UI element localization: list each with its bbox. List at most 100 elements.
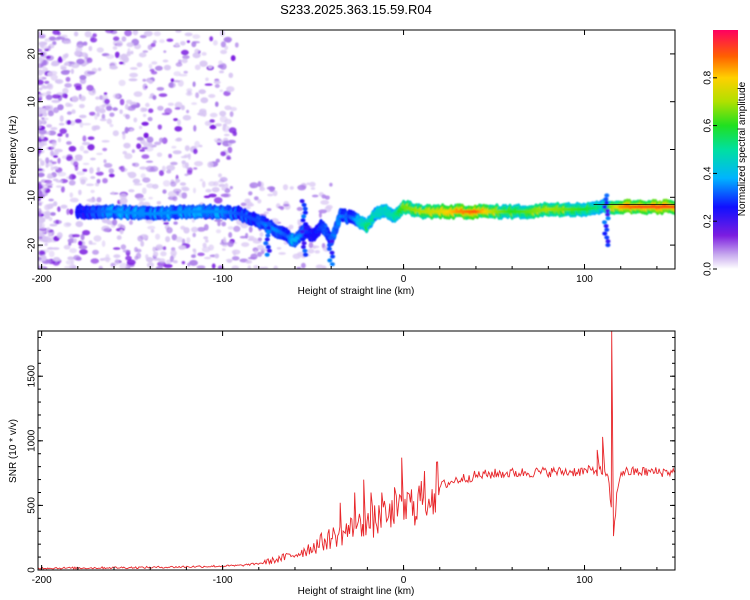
snr-y-label: SNR (10 * v/v) xyxy=(8,419,19,483)
noise-speckle xyxy=(220,49,228,55)
noise-speckle xyxy=(248,191,253,196)
noise-speckle xyxy=(247,235,255,239)
noise-speckle xyxy=(86,84,94,92)
noise-speckle xyxy=(38,226,45,230)
noise-speckle xyxy=(145,254,149,260)
noise-speckle xyxy=(152,246,156,252)
noise-speckle xyxy=(142,113,147,118)
noise-speckle xyxy=(184,145,190,152)
noise-speckle xyxy=(214,140,224,143)
colorbar-tick-label: 0.2 xyxy=(703,214,714,228)
noise-speckle xyxy=(79,121,84,128)
noise-speckle xyxy=(90,157,96,161)
ridge-core xyxy=(368,218,374,222)
noise-speckle xyxy=(139,34,147,39)
noise-speckle xyxy=(83,150,89,154)
noise-speckle xyxy=(170,249,177,257)
noise-speckle xyxy=(142,177,151,183)
noise-speckle xyxy=(103,159,107,164)
noise-speckle xyxy=(192,232,196,238)
noise-speckle xyxy=(306,248,315,254)
y-tick-label: 1000 xyxy=(27,429,38,452)
noise-speckle xyxy=(105,54,115,59)
noise-speckle xyxy=(47,71,53,77)
noise-speckle xyxy=(59,128,67,135)
noise-speckle xyxy=(138,125,143,130)
noise-speckle xyxy=(125,265,130,269)
noise-speckle xyxy=(186,237,191,244)
noise-speckle xyxy=(146,136,154,143)
noise-speckle xyxy=(315,264,324,269)
noise-speckle xyxy=(139,149,146,152)
ridge-smudge xyxy=(300,237,306,242)
noise-speckle xyxy=(242,206,251,210)
noise-speckle xyxy=(126,42,134,48)
noise-speckle xyxy=(112,219,118,226)
noise-speckle xyxy=(197,112,202,116)
noise-speckle xyxy=(60,204,68,209)
noise-speckle xyxy=(55,180,63,183)
colorbar-tick-label: 0.0 xyxy=(703,262,714,276)
noise-speckle xyxy=(159,39,165,44)
noise-speckle xyxy=(170,181,177,187)
noise-speckle xyxy=(186,40,190,43)
noise-speckle xyxy=(62,87,69,94)
noise-speckle xyxy=(142,83,148,91)
ridge-core xyxy=(296,234,302,238)
noise-speckle xyxy=(158,258,166,263)
ridge-core xyxy=(672,205,675,209)
noise-speckle xyxy=(69,197,79,203)
noise-speckle xyxy=(136,197,146,201)
noise-speckle xyxy=(40,141,45,147)
noise-speckle xyxy=(64,265,73,269)
noise-speckle xyxy=(90,258,100,264)
noise-speckle xyxy=(53,166,59,170)
noise-speckle xyxy=(226,86,235,93)
noise-speckle xyxy=(45,55,51,59)
ridge-smudge xyxy=(604,201,610,205)
noise-speckle xyxy=(148,196,153,200)
noise-speckle xyxy=(52,141,57,146)
ridge-core xyxy=(316,227,322,231)
noise-speckle xyxy=(283,203,290,207)
noise-speckle xyxy=(209,112,218,118)
noise-speckle xyxy=(151,61,158,65)
noise-speckle xyxy=(174,101,183,109)
noise-speckle xyxy=(186,109,190,114)
noise-speckle xyxy=(145,165,155,173)
noise-speckle xyxy=(57,31,61,36)
noise-speckle xyxy=(47,45,51,51)
noise-speckle xyxy=(168,82,176,89)
noise-speckle xyxy=(73,31,79,37)
noise-speckle xyxy=(57,137,62,143)
noise-speckle xyxy=(197,227,206,232)
noise-speckle xyxy=(112,93,120,99)
noise-speckle xyxy=(123,142,131,149)
noise-speckle xyxy=(38,263,41,267)
noise-speckle xyxy=(95,96,100,100)
noise-speckle xyxy=(105,254,110,260)
noise-speckle xyxy=(39,250,45,255)
noise-speckle xyxy=(63,62,70,66)
noise-speckle xyxy=(91,125,97,131)
noise-speckle xyxy=(200,97,209,104)
noise-speckle xyxy=(161,112,171,116)
ridge-core xyxy=(292,238,298,242)
noise-speckle xyxy=(48,36,56,41)
spectrogram-image xyxy=(38,30,675,269)
x-tick-label: -200 xyxy=(32,575,52,586)
ridge-smudge xyxy=(302,206,308,211)
noise-speckle xyxy=(96,47,104,53)
noise-speckle xyxy=(192,52,201,59)
noise-speckle xyxy=(79,75,87,80)
ridge-smudge xyxy=(602,220,607,225)
noise-speckle xyxy=(296,206,304,211)
noise-speckle xyxy=(181,49,189,56)
y-tick-label: 500 xyxy=(27,497,38,514)
noise-speckle xyxy=(162,246,167,251)
noise-speckle xyxy=(308,242,314,249)
noise-speckle xyxy=(209,119,215,123)
noise-speckle xyxy=(203,224,209,231)
noise-speckle xyxy=(114,258,120,266)
noise-speckle xyxy=(55,219,60,225)
